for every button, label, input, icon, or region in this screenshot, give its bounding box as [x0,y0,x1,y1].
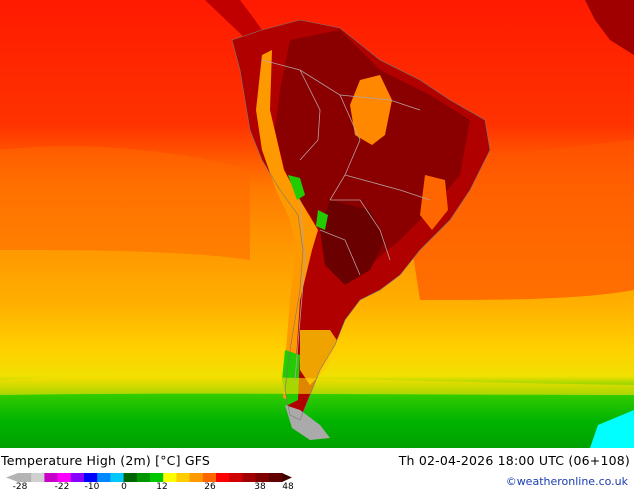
africa-edge [585,0,634,55]
legend-swatch [70,473,85,482]
andes-cool-strip [256,50,318,400]
patagonia-yellow [300,330,340,385]
legend-arrow-right [282,473,292,482]
legend-tick-label: -10 [84,482,100,492]
legend-swatch [44,473,59,482]
run-timestamp: Th 02-04-2026 18:00 UTC (06+108) [398,453,630,468]
central-darkest-zone [320,200,385,285]
coastline [231,19,491,421]
brazil-cool-pocket [350,75,392,145]
footer-bar: Temperature High (2m) [°C] GFS Th 02-04-… [0,448,634,492]
pacific-orange-band [0,146,250,260]
country-borders [261,59,431,381]
legend-tick-label: -28 [12,482,28,492]
legend-tick-label: 48 [282,482,294,492]
legend-tick-label: 26 [204,482,216,492]
credit-link[interactable]: ©weatheronline.co.uk [505,475,628,488]
legend-swatch [57,473,72,482]
legend-swatch [189,473,204,482]
legend-swatch [229,473,243,482]
legend-swatch [163,473,177,482]
legend-swatch [31,473,45,482]
legend-arrow-left [6,473,18,482]
antarctic-cyan [590,410,634,448]
legend-swatch [216,473,230,482]
legend-swatch [18,473,32,482]
legend-swatch [242,473,257,482]
legend-swatch [110,473,125,482]
legend-swatch [255,473,270,482]
legend-swatch [176,473,191,482]
legend-swatch [123,473,138,482]
legend-swatch [97,473,111,482]
legend-swatch [268,473,283,482]
legend-tick-label: 12 [156,482,168,492]
color-legend [6,473,292,482]
southern-yellow-band [0,375,634,395]
weather-map [0,0,634,448]
legend-tick-label: -22 [54,482,70,492]
map-title: Temperature High (2m) [°C] GFS [1,453,211,468]
legend-swatch [150,473,164,482]
central-america-land [205,0,262,38]
legend-swatch [136,473,151,482]
southeast-brazil-warm [420,175,448,230]
legend-tick-label: 0 [121,482,127,492]
tierra-del-fuego-gray [285,405,330,440]
legend-swatch [84,473,98,482]
legend-tick-label: 38 [254,482,266,492]
legend-swatch [202,473,217,482]
